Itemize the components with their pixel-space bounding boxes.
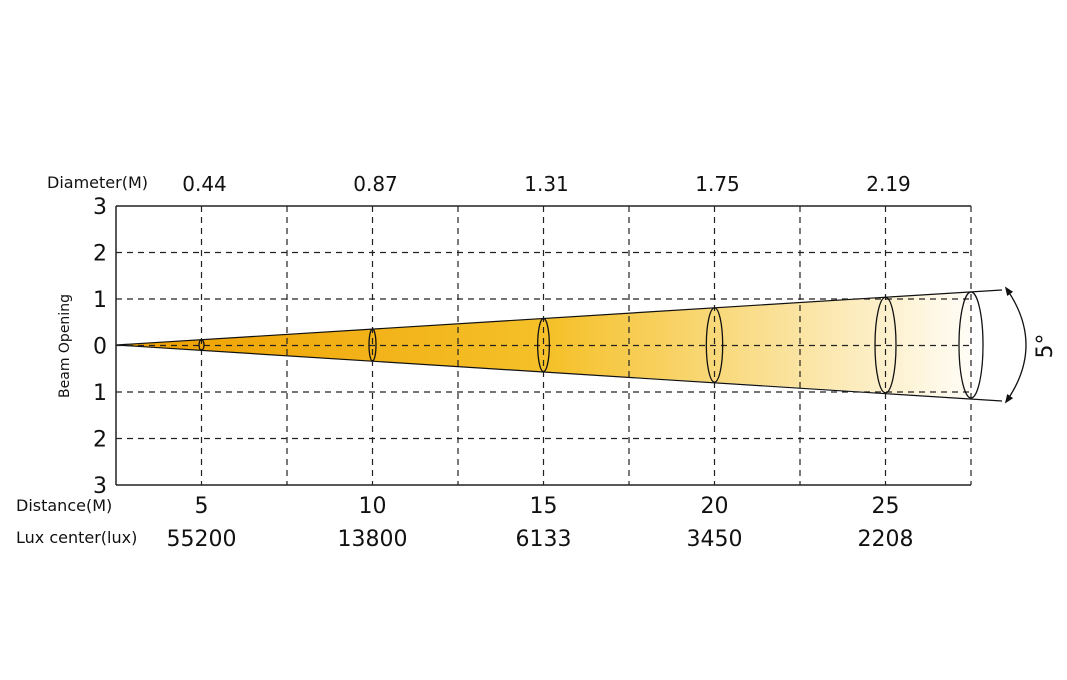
lux-value: 13800: [338, 527, 408, 552]
y-tick-label: 3: [93, 195, 107, 220]
diameter-value: 2.19: [866, 172, 911, 196]
beam-cross-sections: [198, 291, 984, 399]
beam-cross-section: [368, 328, 377, 362]
beam-end-cross-section: [958, 291, 984, 399]
lux-value: 6133: [516, 527, 572, 552]
distance-value: 5: [195, 494, 209, 519]
lux-label: Lux center(lux): [16, 528, 137, 547]
beam-cross-section: [705, 307, 724, 383]
angle-arc: [1004, 286, 1027, 404]
beam-cross-section: [537, 317, 550, 373]
y-tick-label: 1: [93, 381, 107, 406]
grid: [115, 205, 972, 486]
distance-label: Distance(M): [16, 496, 112, 515]
distance-value: 15: [530, 494, 558, 519]
y-axis-label: Beam Opening: [57, 294, 73, 398]
diameter-value: 1.75: [695, 172, 740, 196]
beam-cross-section: [198, 339, 205, 351]
y-tick-label: 1: [93, 288, 107, 313]
distance-value: 20: [701, 494, 729, 519]
y-tick-label: 2: [93, 428, 107, 453]
lux-value: 2208: [858, 527, 914, 552]
y-tick-label: 2: [93, 242, 107, 267]
diameter-value: 0.87: [353, 172, 398, 196]
diameter-label: Diameter(M): [47, 173, 148, 192]
y-tick-label: 0: [93, 335, 107, 360]
diameter-value: 0.44: [182, 172, 227, 196]
distance-value: 25: [872, 494, 900, 519]
lux-value: 55200: [167, 527, 237, 552]
distance-value: 10: [359, 494, 387, 519]
lux-value: 3450: [687, 527, 743, 552]
beam-fill: [116, 291, 971, 399]
beam-cross-section: [874, 296, 897, 394]
y-tick-label: 3: [93, 474, 107, 499]
diameter-value: 1.31: [524, 172, 569, 196]
beam-angle-label: 5°: [1033, 334, 1058, 359]
